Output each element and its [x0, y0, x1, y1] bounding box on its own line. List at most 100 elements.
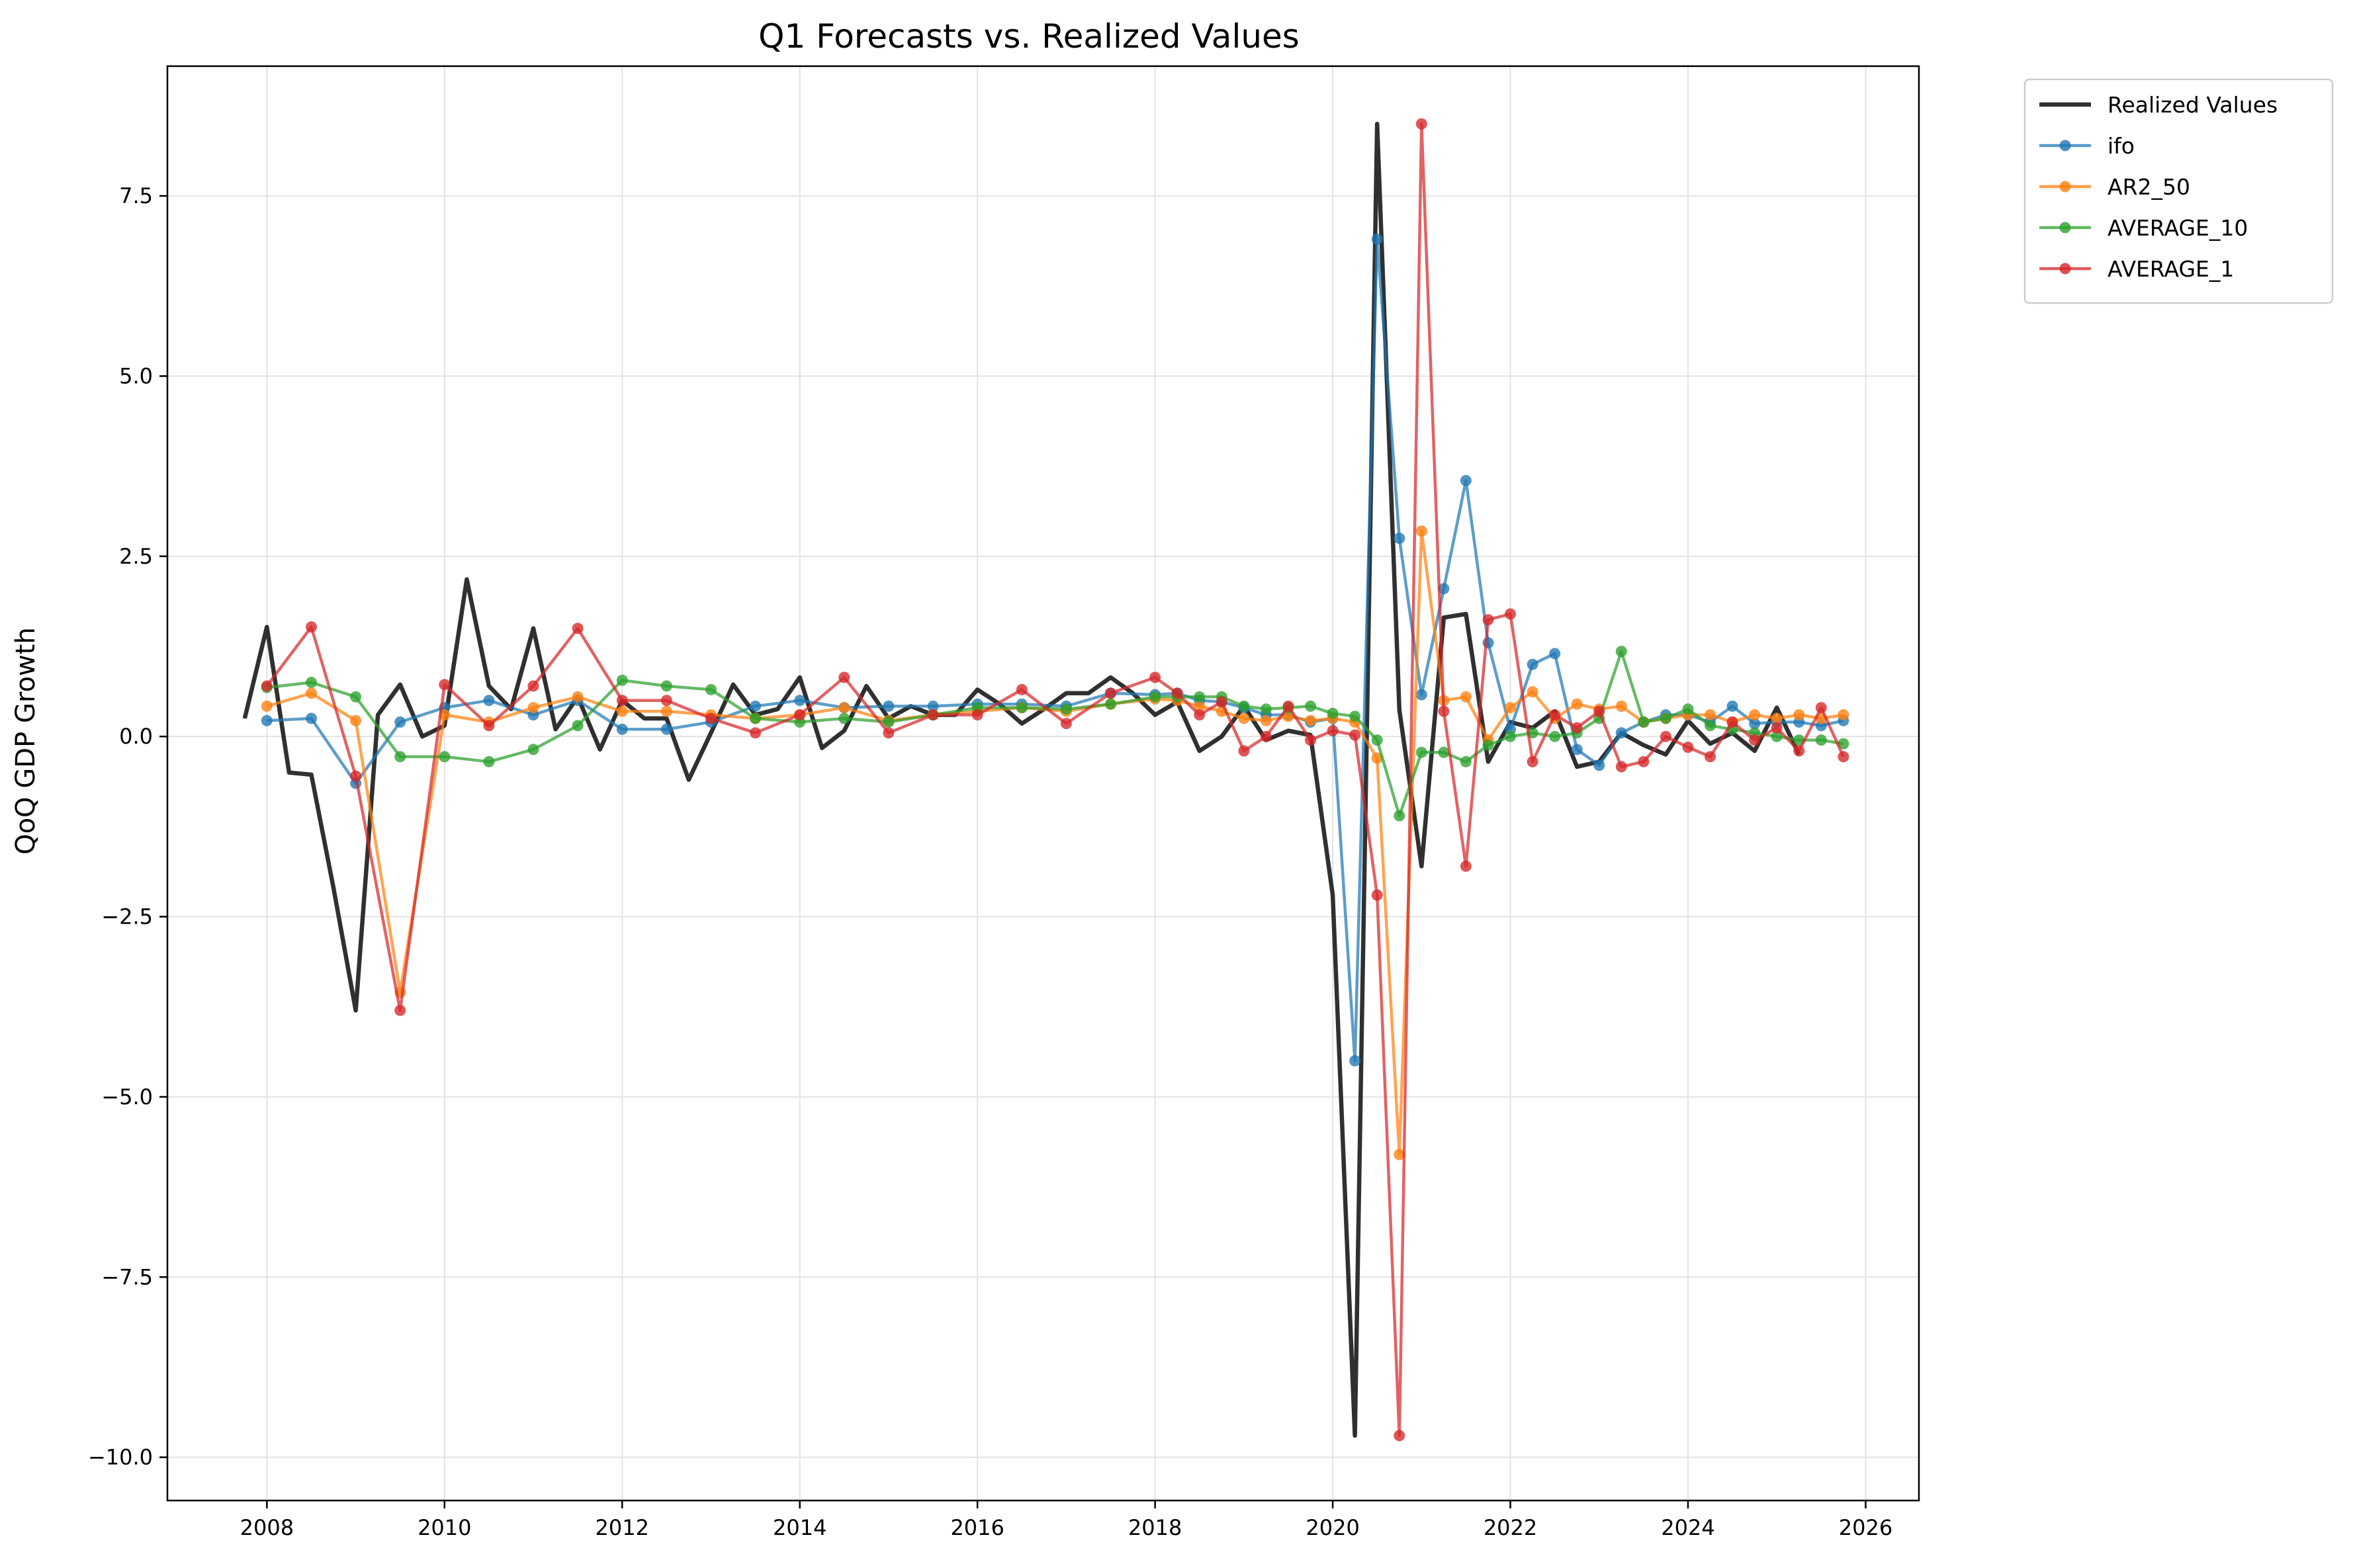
data-point [1571, 698, 1583, 710]
data-point [1793, 745, 1805, 757]
data-point [1571, 744, 1583, 756]
data-point [1505, 608, 1516, 620]
series-line [265, 122, 1845, 1438]
data-point [616, 723, 628, 735]
data-point [927, 709, 939, 720]
data-point [527, 702, 539, 714]
y-tick-label: −5.0 [101, 1084, 153, 1110]
data-point [1571, 722, 1583, 734]
data-point [1060, 703, 1072, 715]
data-point [394, 751, 406, 763]
data-point [350, 770, 362, 782]
data-point [1105, 687, 1116, 699]
x-tick-label: 2026 [1839, 1515, 1892, 1540]
data-point [1394, 1149, 1405, 1160]
legend-item-average-10: AVERAGE_10 [2039, 215, 2248, 241]
data-point [1660, 730, 1671, 742]
data-point [1749, 709, 1761, 720]
data-point [1371, 734, 1383, 746]
data-point [838, 672, 850, 683]
legend-item-ifo: ifo [2039, 133, 2135, 159]
data-point [838, 713, 850, 724]
y-axis-label: QoQ GDP Growth [11, 627, 41, 855]
data-point [261, 715, 273, 726]
data-point [1238, 745, 1250, 757]
data-point [1016, 702, 1028, 714]
data-point [838, 702, 850, 714]
data-point [1194, 691, 1206, 703]
x-tick-label: 2022 [1484, 1515, 1537, 1540]
data-point [1438, 705, 1450, 717]
data-point [1394, 533, 1405, 544]
data-point [1438, 583, 1450, 595]
data-point [1327, 707, 1339, 719]
data-point [394, 716, 406, 728]
data-point [1705, 709, 1716, 720]
data-point [1394, 810, 1405, 822]
legend-label: AVERAGE_10 [2108, 215, 2248, 241]
data-point [1149, 691, 1161, 703]
data-point [927, 700, 939, 712]
data-point [1415, 525, 1427, 537]
data-point [1815, 734, 1827, 746]
data-point [1282, 700, 1294, 712]
data-point [1615, 761, 1627, 773]
data-point [306, 687, 317, 699]
legend-marker [2059, 222, 2071, 234]
x-tick-label: 2014 [773, 1515, 826, 1540]
data-point [660, 723, 672, 735]
data-point [705, 683, 717, 695]
y-axis: −10.0 −7.5 −5.0 −2.5 0.0 2.5 5.0 7.5 [88, 183, 167, 1470]
legend-item-ar2-50: AR2_50 [2039, 174, 2190, 200]
data-point [971, 709, 983, 720]
data-point [1527, 686, 1538, 698]
data-point [1705, 751, 1716, 763]
data-point [1527, 756, 1538, 767]
grid [167, 66, 1919, 1501]
data-point [1838, 709, 1849, 720]
y-tick-label: 5.0 [119, 363, 153, 388]
data-point [1438, 746, 1450, 758]
data-point [1615, 646, 1627, 658]
x-axis: 2008 2010 2012 2014 2016 2018 2020 2022 2024 2026 [240, 1501, 1892, 1540]
data-point [616, 705, 628, 717]
data-point [1660, 713, 1671, 724]
data-point [1549, 648, 1561, 660]
data-point [527, 744, 539, 756]
y-tick-label: −2.5 [101, 904, 153, 930]
data-point [794, 695, 806, 707]
data-point [306, 713, 317, 724]
data-point [1305, 700, 1316, 712]
y-tick-label: 2.5 [119, 544, 153, 569]
y-tick-label: −7.5 [101, 1264, 153, 1289]
series-average-1 [261, 118, 1849, 1442]
data-point [1482, 637, 1494, 649]
data-point [1771, 730, 1783, 742]
data-point [1549, 730, 1561, 742]
data-point [883, 716, 895, 728]
data-point [1305, 734, 1316, 746]
legend-item-average-1: AVERAGE_1 [2039, 256, 2234, 282]
legend-marker [2059, 140, 2071, 152]
data-point [1105, 698, 1116, 710]
data-point [1460, 474, 1472, 486]
data-point [261, 680, 273, 692]
data-point [306, 677, 317, 688]
data-point [1282, 711, 1294, 722]
plot-frame [166, 65, 1920, 1502]
series-realized-values [242, 121, 1801, 1438]
data-point [1615, 727, 1627, 739]
x-tick-label: 2008 [240, 1515, 294, 1540]
data-point [439, 679, 451, 691]
data-point [572, 623, 584, 634]
data-point [350, 691, 362, 703]
data-point [1549, 709, 1561, 720]
data-point [1460, 691, 1472, 703]
data-point [1705, 720, 1716, 732]
legend-label: Realized Values [2108, 92, 2278, 118]
x-tick-label: 2020 [1306, 1515, 1359, 1540]
data-point [1349, 729, 1361, 741]
data-point [483, 720, 495, 732]
chart-title: Q1 Forecasts vs. Realized Values [758, 17, 1300, 56]
